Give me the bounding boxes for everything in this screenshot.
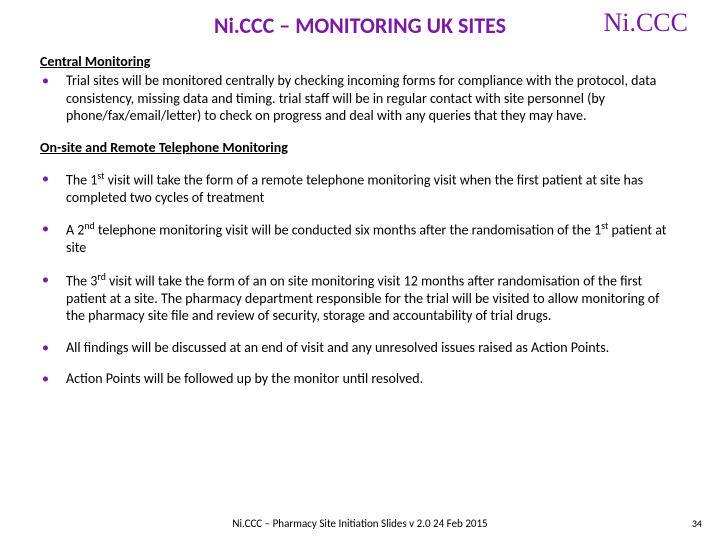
bullet-icon: • [40, 271, 66, 288]
bullet-text: Action Points will be followed up by the… [66, 370, 423, 388]
bullet-text: The 1st visit will take the form of a re… [66, 170, 680, 207]
logo-text: Ni.CCC [603, 8, 688, 38]
bullet-item: • A 2nd telephone monitoring visit will … [40, 220, 680, 257]
bullet-icon: • [40, 170, 66, 187]
bullet-icon: • [40, 72, 66, 89]
bullet-item: • The 3rd visit will take the form of an… [40, 271, 680, 325]
bullet-item: • Trial sites will be monitored centrall… [40, 72, 680, 125]
header: Ni.CCC – MONITORING UK SITES Ni.CCC [0, 0, 720, 47]
content-area: Central Monitoring • Trial sites will be… [0, 53, 720, 388]
bullet-text: A 2nd telephone monitoring visit will be… [66, 220, 680, 257]
section-heading-central: Central Monitoring [40, 53, 680, 70]
page-title: Ni.CCC – MONITORING UK SITES [214, 12, 506, 39]
section-heading-onsite: On-site and Remote Telephone Monitoring [40, 139, 680, 156]
bullet-text: Trial sites will be monitored centrally … [66, 72, 680, 125]
bullet-text: All findings will be discussed at an end… [66, 339, 609, 357]
bullet-icon: • [40, 220, 66, 237]
bullet-item: • All findings will be discussed at an e… [40, 339, 680, 357]
bullet-item: • Action Points will be followed up by t… [40, 370, 680, 388]
bullet-item: • The 1st visit will take the form of a … [40, 170, 680, 207]
bullet-icon: • [40, 339, 66, 356]
page-number: 34 [692, 517, 702, 530]
bullet-icon: • [40, 370, 66, 387]
bullet-text: The 3rd visit will take the form of an o… [66, 271, 680, 325]
footer-text: Ni.CCC – Pharmacy Site Initiation Slides… [0, 517, 720, 530]
